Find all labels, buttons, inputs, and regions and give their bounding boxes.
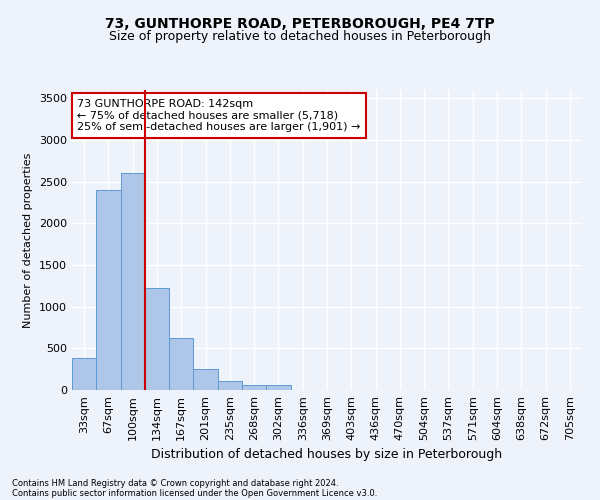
Bar [72, 358, 96, 390]
Bar [145, 288, 169, 390]
Bar [218, 381, 242, 390]
Bar [193, 369, 218, 390]
Bar [242, 384, 266, 390]
Bar [169, 338, 193, 390]
Text: Contains HM Land Registry data © Crown copyright and database right 2024.: Contains HM Land Registry data © Crown c… [12, 478, 338, 488]
Text: 73, GUNTHORPE ROAD, PETERBOROUGH, PE4 7TP: 73, GUNTHORPE ROAD, PETERBOROUGH, PE4 7T… [105, 18, 495, 32]
Text: Contains public sector information licensed under the Open Government Licence v3: Contains public sector information licen… [12, 488, 377, 498]
Y-axis label: Number of detached properties: Number of detached properties [23, 152, 34, 328]
Text: Size of property relative to detached houses in Peterborough: Size of property relative to detached ho… [109, 30, 491, 43]
Bar [96, 190, 121, 390]
Bar [266, 386, 290, 390]
X-axis label: Distribution of detached houses by size in Peterborough: Distribution of detached houses by size … [151, 448, 503, 461]
Bar [121, 174, 145, 390]
Text: 73 GUNTHORPE ROAD: 142sqm
← 75% of detached houses are smaller (5,718)
25% of se: 73 GUNTHORPE ROAD: 142sqm ← 75% of detac… [77, 99, 361, 132]
